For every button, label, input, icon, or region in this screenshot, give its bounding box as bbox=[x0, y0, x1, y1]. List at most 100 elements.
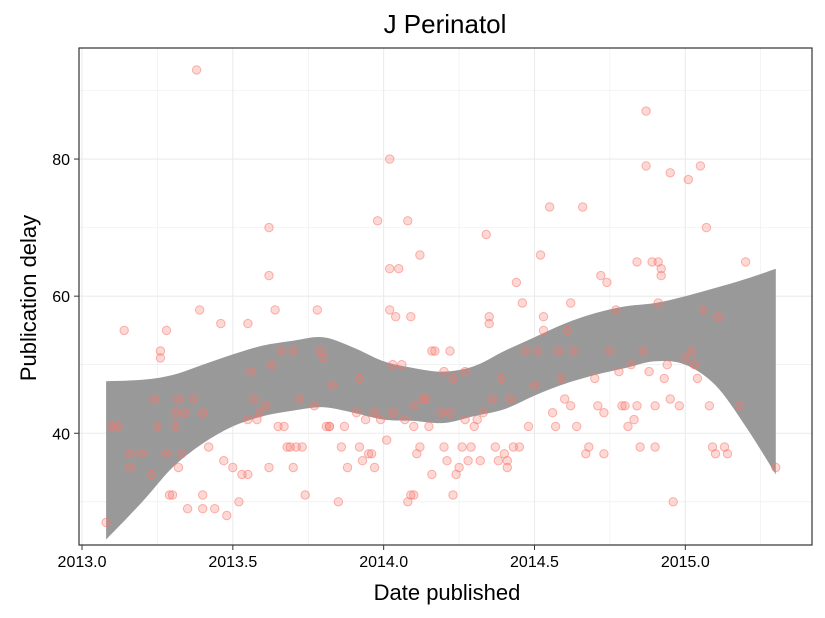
data-point bbox=[372, 216, 383, 226]
data-point bbox=[590, 373, 600, 384]
data-point bbox=[146, 469, 157, 480]
data-point bbox=[173, 394, 184, 404]
data-point bbox=[599, 449, 609, 459]
data-point bbox=[360, 414, 371, 425]
data-point bbox=[149, 394, 160, 404]
x-tick-label: 2013.0 bbox=[58, 554, 107, 571]
data-point bbox=[363, 449, 374, 459]
data-point bbox=[538, 325, 549, 336]
data-point bbox=[342, 462, 353, 473]
data-point bbox=[626, 360, 636, 370]
data-point bbox=[264, 462, 274, 473]
data-point bbox=[695, 161, 706, 171]
data-point bbox=[198, 504, 208, 514]
data-point bbox=[228, 462, 238, 473]
data-point bbox=[722, 449, 733, 459]
data-point bbox=[481, 229, 491, 240]
data-point bbox=[689, 360, 700, 370]
data-point bbox=[288, 462, 298, 473]
data-point bbox=[560, 394, 570, 404]
data-point bbox=[605, 346, 615, 356]
data-point bbox=[448, 373, 458, 384]
data-point bbox=[267, 360, 277, 370]
data-point bbox=[493, 456, 503, 466]
data-point bbox=[614, 366, 624, 377]
data-point bbox=[255, 408, 265, 418]
data-point bbox=[421, 394, 431, 404]
data-point bbox=[680, 353, 690, 363]
data-point bbox=[478, 408, 488, 418]
data-point bbox=[388, 408, 398, 418]
data-point bbox=[369, 408, 380, 418]
data-point bbox=[514, 442, 525, 452]
data-point bbox=[623, 421, 633, 432]
data-point bbox=[409, 490, 419, 500]
data-point bbox=[357, 456, 368, 466]
data-point bbox=[523, 421, 534, 432]
data-point bbox=[125, 462, 136, 473]
data-point bbox=[544, 202, 555, 212]
data-point bbox=[210, 504, 220, 514]
data-point bbox=[635, 442, 645, 452]
data-point bbox=[771, 462, 781, 473]
data-point bbox=[665, 168, 675, 178]
data-point bbox=[611, 305, 621, 315]
data-point bbox=[584, 442, 594, 452]
data-point bbox=[216, 318, 226, 329]
data-point bbox=[336, 442, 347, 452]
data-point bbox=[632, 401, 642, 411]
data-point bbox=[152, 421, 163, 432]
data-point bbox=[683, 174, 693, 185]
data-point bbox=[397, 360, 407, 370]
data-point bbox=[674, 401, 684, 411]
data-point bbox=[333, 497, 344, 507]
data-point bbox=[339, 421, 350, 432]
x-tick-label: 2015.0 bbox=[661, 554, 710, 571]
data-point bbox=[668, 497, 678, 507]
data-point bbox=[502, 456, 512, 466]
data-point bbox=[264, 270, 274, 281]
data-point bbox=[445, 408, 455, 418]
data-point bbox=[182, 504, 193, 514]
data-point bbox=[164, 490, 175, 500]
data-point bbox=[327, 380, 338, 390]
y-axis-ticks: 40 60 80 bbox=[52, 152, 79, 443]
data-point bbox=[475, 456, 485, 466]
data-point bbox=[161, 449, 172, 459]
data-point bbox=[517, 298, 528, 308]
data-point bbox=[704, 401, 715, 411]
data-point bbox=[569, 346, 579, 356]
x-tick-label: 2013.5 bbox=[208, 554, 257, 571]
data-point bbox=[294, 394, 304, 404]
data-point bbox=[382, 435, 392, 445]
data-point bbox=[354, 442, 365, 452]
data-point bbox=[454, 462, 464, 473]
data-point bbox=[309, 401, 319, 411]
data-point bbox=[246, 366, 256, 377]
data-point bbox=[572, 421, 582, 432]
data-point bbox=[219, 456, 229, 466]
data-point bbox=[261, 401, 271, 411]
data-point bbox=[406, 490, 416, 500]
data-point bbox=[713, 312, 724, 322]
data-point bbox=[243, 318, 253, 329]
data-point bbox=[496, 373, 506, 384]
data-point bbox=[505, 394, 516, 404]
data-point bbox=[198, 408, 208, 418]
data-point bbox=[101, 517, 111, 528]
x-axis-title: Date published bbox=[374, 580, 521, 605]
data-point bbox=[484, 312, 494, 322]
data-point bbox=[388, 360, 398, 370]
data-point bbox=[173, 462, 184, 473]
data-point bbox=[445, 346, 455, 356]
data-point bbox=[354, 373, 365, 384]
data-point bbox=[297, 442, 307, 452]
data-point bbox=[385, 305, 395, 315]
data-point bbox=[400, 414, 410, 425]
data-point bbox=[394, 264, 404, 274]
data-point bbox=[662, 360, 672, 370]
data-point bbox=[629, 414, 639, 425]
data-point bbox=[436, 408, 446, 418]
data-point bbox=[665, 394, 675, 404]
data-point bbox=[656, 270, 666, 281]
